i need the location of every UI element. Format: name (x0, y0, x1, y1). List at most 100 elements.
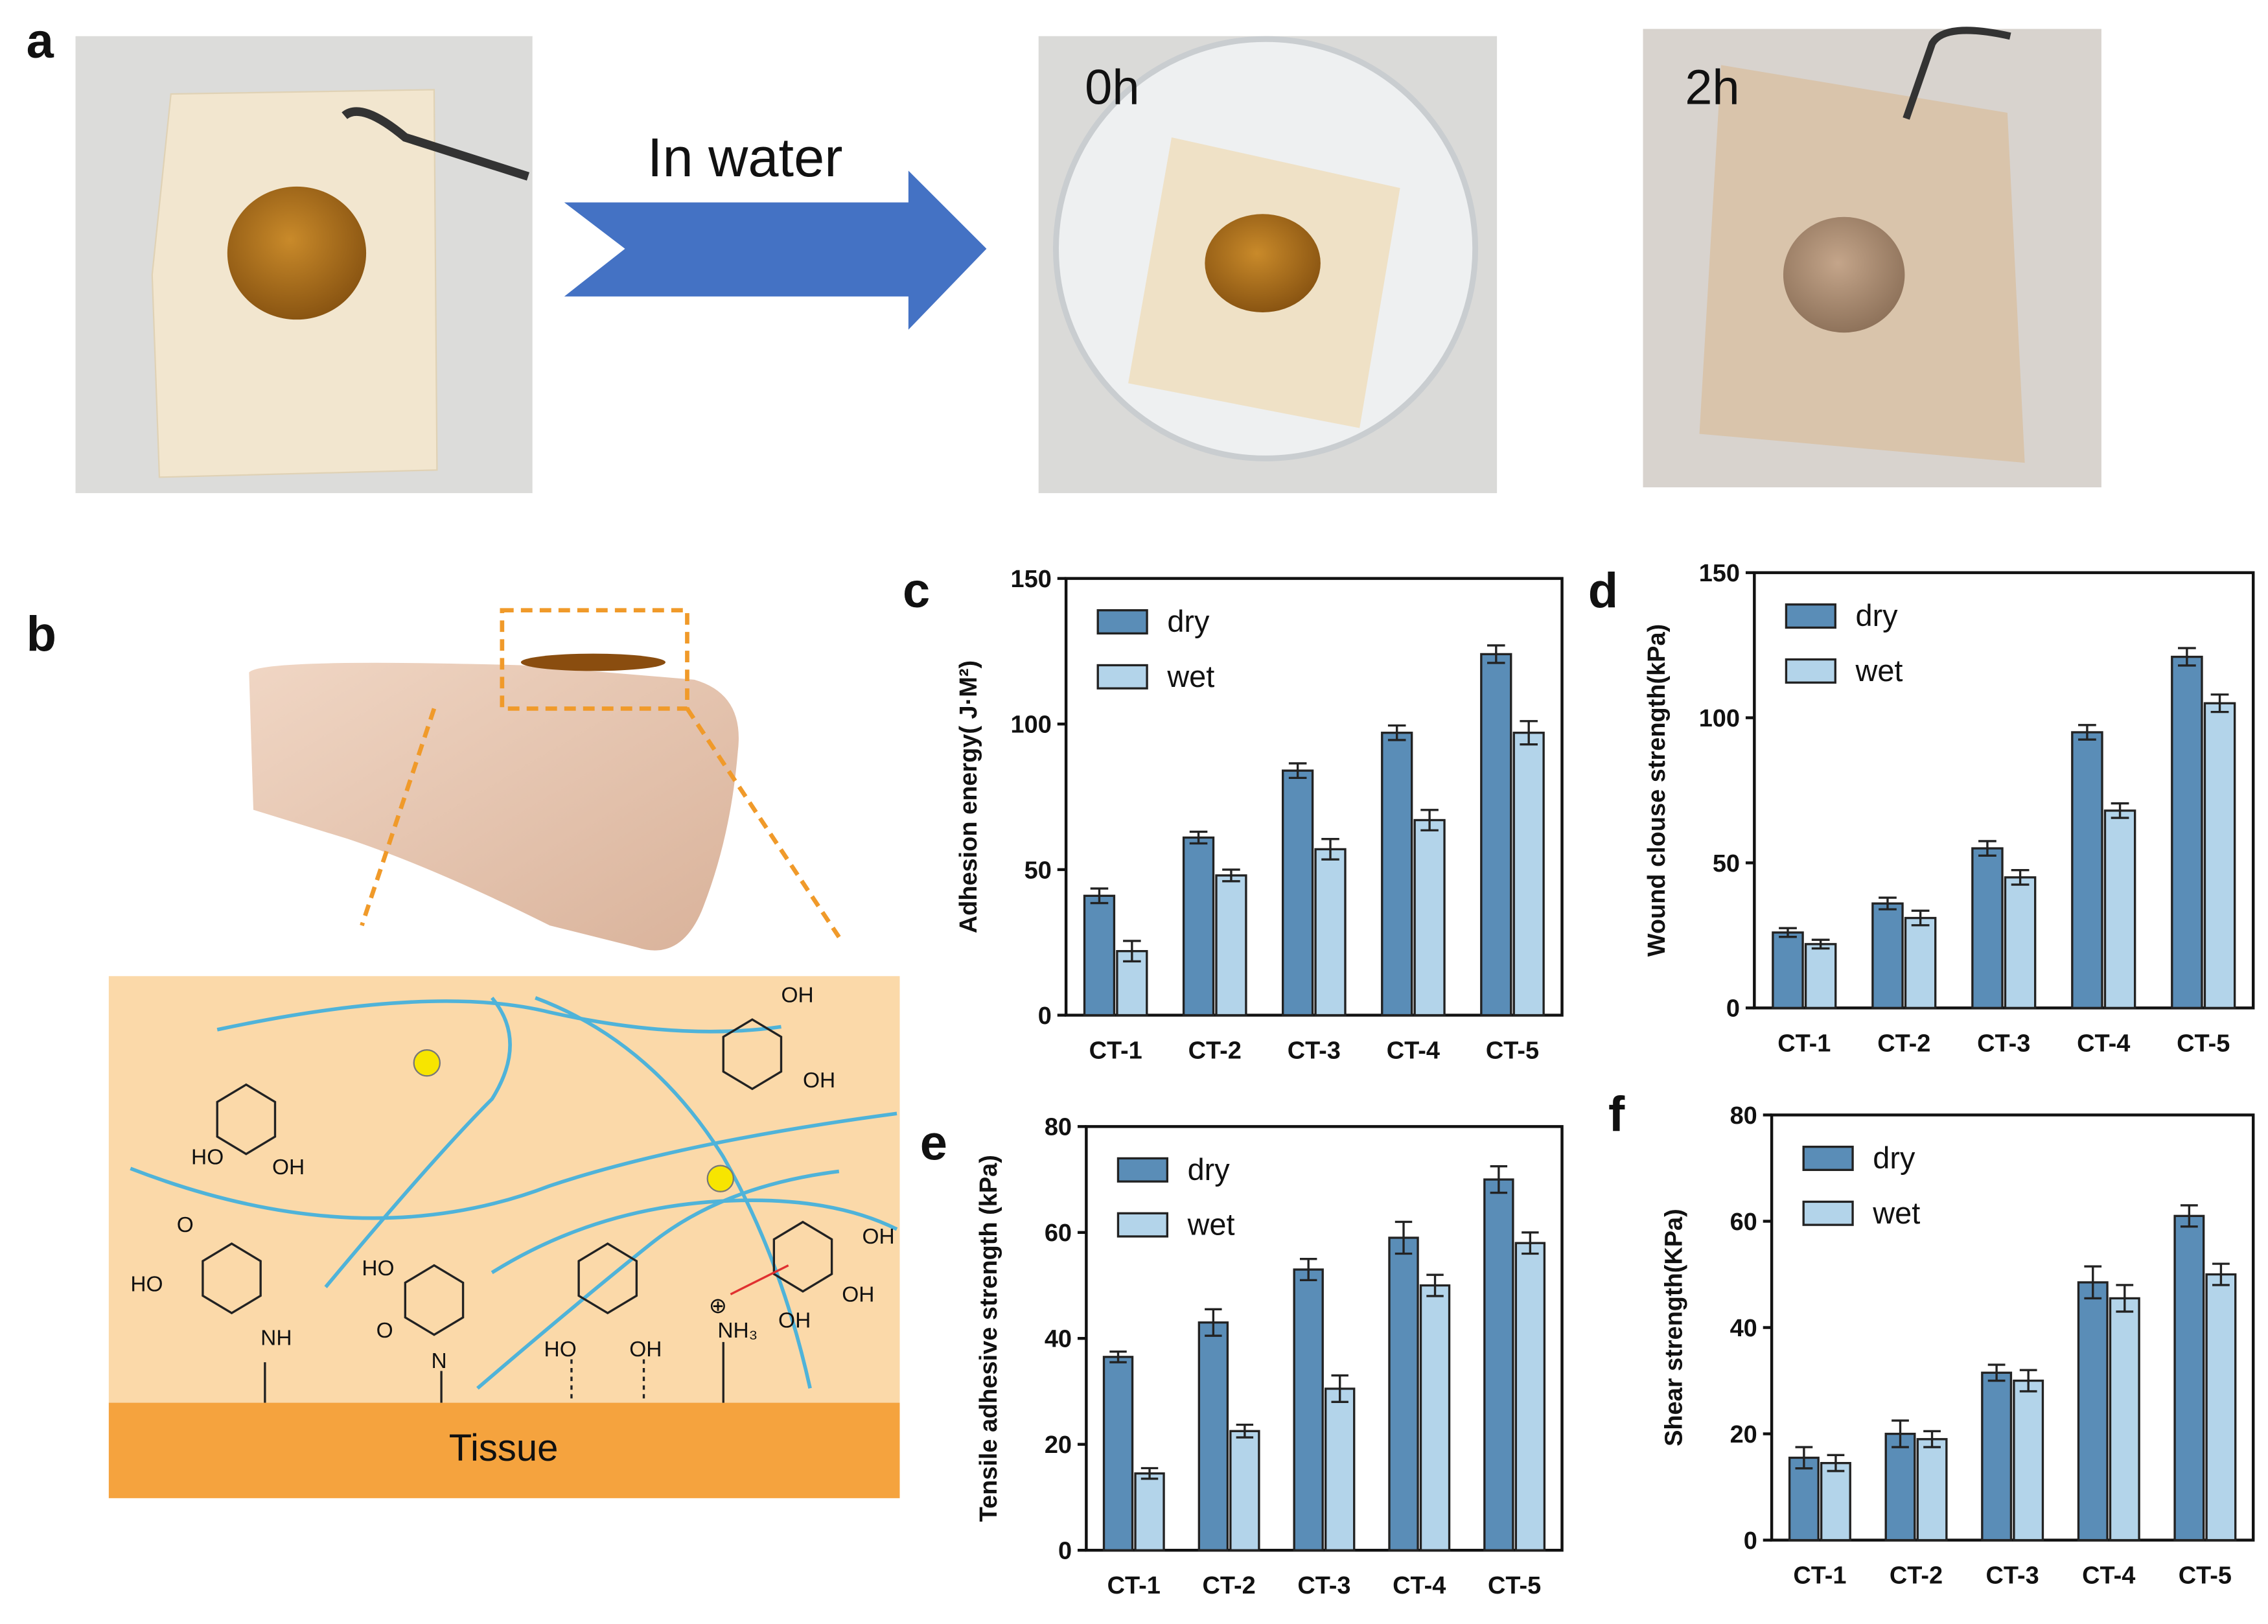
bar (2173, 1214, 2205, 1542)
error-bar (1321, 838, 1339, 861)
bar (1884, 1432, 1916, 1542)
x-tick-label: CT-3 (1986, 1562, 2039, 1590)
y-tick-label: 0 (1744, 1527, 1757, 1555)
y-tick-label: 60 (1730, 1209, 1757, 1236)
chem-label: O (376, 1319, 393, 1343)
x-tick-label: CT-1 (1107, 1572, 1161, 1599)
bar (1512, 732, 1545, 1017)
x-tick-label: CT-1 (1777, 1030, 1831, 1057)
panel-label: e (920, 1116, 947, 1171)
plot-frame (1753, 571, 2255, 1010)
legend-swatch (1802, 1145, 1854, 1171)
bar (1804, 943, 1837, 1010)
x-tick-label: CT-1 (1793, 1562, 1846, 1590)
bar (1182, 836, 1215, 1017)
bar (1772, 931, 1804, 1010)
x-tick-label: CT-2 (1203, 1572, 1256, 1599)
bar (2171, 655, 2203, 1010)
bar (2103, 809, 2136, 1010)
x-tick-label: CT-4 (1393, 1572, 1446, 1599)
bar (1981, 1371, 2013, 1542)
bar (1102, 1356, 1134, 1551)
y-tick-label: 0 (1726, 995, 1740, 1023)
chemistry-diagram (108, 976, 900, 1498)
error-bar (1795, 1446, 1813, 1470)
bar (1916, 1438, 1948, 1542)
chem-label: OH (778, 1309, 811, 1333)
x-tick-label: CT-2 (1877, 1030, 1930, 1057)
chem-label: HO (130, 1273, 163, 1297)
time-label: 0h (1085, 60, 1139, 115)
bar (1971, 847, 2004, 1010)
error-bar (1987, 1363, 2006, 1382)
legend-label: wet (1855, 654, 1903, 688)
error-bar (1487, 644, 1505, 664)
x-tick-label: CT-3 (1288, 1037, 1341, 1064)
chem-label: NH (260, 1326, 292, 1350)
error-bar (1123, 940, 1141, 963)
legend-label: wet (1872, 1196, 1920, 1230)
y-tick-label: 80 (1730, 1102, 1757, 1130)
bar (1388, 1236, 1419, 1551)
error-bar (2180, 1204, 2198, 1228)
chem-label: ⊕ (709, 1294, 727, 1318)
x-tick-label: CT-3 (1297, 1572, 1350, 1599)
bar (1419, 1284, 1451, 1551)
photo-0h (1038, 36, 1498, 493)
bar (1483, 1178, 1514, 1551)
panel-label: f (1608, 1087, 1625, 1142)
y-tick-label: 80 (1045, 1114, 1072, 1141)
legend-label: dry (1873, 1141, 1915, 1175)
bar (1871, 902, 1904, 1010)
bar (1281, 769, 1314, 1017)
error-bar (1911, 909, 1930, 927)
bar (1325, 1387, 1356, 1551)
legend-swatch (1096, 664, 1148, 690)
bar (1134, 1472, 1165, 1551)
x-tick-label: CT-4 (1387, 1037, 1440, 1064)
x-tick-label: CT-5 (2179, 1562, 2232, 1590)
bar (2109, 1297, 2140, 1542)
bar (1514, 1242, 1546, 1551)
chem-label: OH (629, 1338, 662, 1362)
error-bar (1109, 1351, 1127, 1363)
y-axis-label: Shear strength(KPa) (1661, 1209, 1688, 1446)
error-bar (1394, 1220, 1413, 1255)
error-bar (1222, 868, 1240, 883)
legend-swatch (1117, 1212, 1168, 1238)
y-tick-label: 0 (1058, 1538, 1072, 1565)
x-tick-label: CT-4 (2077, 1030, 2130, 1057)
chem-label: OH (842, 1282, 874, 1306)
bar (1904, 916, 1937, 1010)
bar (2004, 876, 2037, 1010)
chem-label: N (431, 1349, 446, 1373)
x-tick-label: CT-2 (1188, 1037, 1242, 1064)
photo-before (75, 36, 533, 493)
error-bar (1879, 896, 1897, 911)
bar (1198, 1321, 1229, 1551)
error-bar (1205, 1308, 1222, 1337)
legend-label: dry (1167, 605, 1210, 638)
error-bar (2019, 1369, 2037, 1393)
chem-label: OH (272, 1155, 305, 1179)
error-bar (2078, 724, 2096, 741)
error-bar (2178, 647, 2196, 667)
legend-swatch (1785, 603, 1836, 629)
error-bar (1420, 809, 1439, 831)
y-tick-label: 100 (1011, 712, 1052, 739)
legend-label: wet (1166, 660, 1214, 693)
error-bar (1090, 887, 1109, 905)
error-bar (1923, 1430, 1941, 1448)
bar (1083, 894, 1116, 1017)
bar (1413, 818, 1446, 1017)
y-tick-label: 40 (1045, 1326, 1072, 1353)
error-bar (1288, 762, 1307, 780)
y-axis-label: Tensile adhesive strength (kPa) (975, 1155, 1002, 1522)
error-bar (1827, 1454, 1845, 1472)
chem-label: OH (781, 983, 814, 1007)
photo-2h (1643, 27, 2101, 488)
error-bar (1892, 1419, 1909, 1448)
y-tick-label: 20 (1045, 1432, 1072, 1459)
y-tick-label: 100 (1699, 705, 1740, 732)
